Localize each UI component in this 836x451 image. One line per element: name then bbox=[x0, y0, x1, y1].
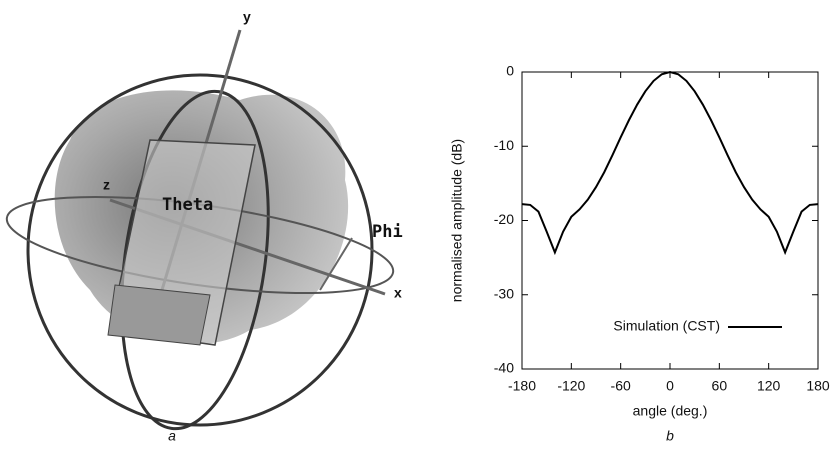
axis-label: x bbox=[394, 285, 402, 301]
caption: b bbox=[666, 428, 674, 444]
angle-label: Theta bbox=[162, 195, 213, 215]
y-tick-label: 0 bbox=[506, 63, 514, 79]
x-tick-label: 60 bbox=[712, 378, 728, 394]
panel-a: y z Theta Phi x a bbox=[1, 9, 402, 444]
y-tick-label: -20 bbox=[494, 211, 514, 227]
y-tick-label: -30 bbox=[494, 285, 514, 301]
panel-b: 0 -10 -20 -30 -40 -180 -120 -60 0 60 120 180 angle (… bbox=[449, 63, 830, 444]
legend-label: Simulation (CST) bbox=[613, 318, 720, 334]
x-tick-label: -180 bbox=[508, 378, 536, 394]
page: {"panel_a": {"labels": {"y": "y", "z": "… bbox=[0, 0, 836, 451]
caption: a bbox=[168, 428, 176, 444]
y-axis-label: normalised amplitude (dB) bbox=[449, 139, 465, 302]
axis-label: y bbox=[243, 9, 251, 25]
y-tick-label: -10 bbox=[494, 137, 514, 153]
antenna-feed bbox=[108, 285, 210, 345]
x-tick-label: -120 bbox=[557, 378, 585, 394]
x-tick-label: 120 bbox=[757, 378, 781, 394]
x-tick-label: -60 bbox=[611, 378, 631, 394]
series-line bbox=[522, 72, 818, 252]
x-axis-label: angle (deg.) bbox=[633, 403, 708, 419]
y-tick-label: -40 bbox=[494, 360, 514, 376]
figure: y z Theta Phi x a 0 -10 -20 -30 -40 -180 -120 -… bbox=[0, 0, 836, 451]
angle-label: Phi bbox=[372, 222, 403, 242]
axis-label: z bbox=[103, 177, 110, 193]
x-tick-label: 0 bbox=[666, 378, 674, 394]
x-tick-label: 180 bbox=[806, 378, 830, 394]
